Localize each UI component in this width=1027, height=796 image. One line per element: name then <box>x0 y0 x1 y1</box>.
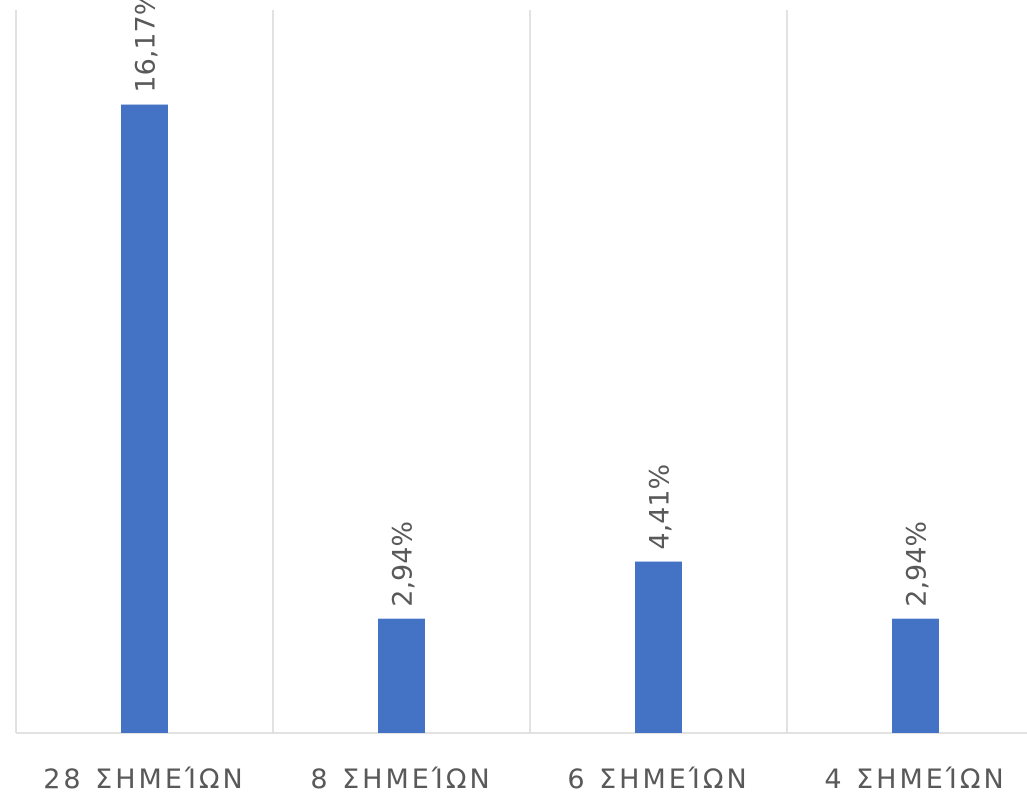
bar-0 <box>121 104 168 734</box>
data-label-0: 16,17% <box>131 0 162 93</box>
bar-1 <box>378 618 425 733</box>
data-labels: 16,17% 2,94% 4,41% 2,94% <box>131 0 933 607</box>
bar-series <box>121 104 939 734</box>
category-label-1: 8 ΣΗΜΕΊΩΝ <box>310 764 492 795</box>
data-label-3: 2,94% <box>902 521 933 607</box>
data-label-1: 2,94% <box>388 521 419 607</box>
bar-2 <box>635 561 682 733</box>
category-label-2: 6 ΣΗΜΕΊΩΝ <box>567 764 749 795</box>
category-label-3: 4 ΣΗΜΕΊΩΝ <box>824 764 1006 795</box>
category-label-0: 28 ΣΗΜΕΊΩΝ <box>43 764 246 795</box>
data-label-2: 4,41% <box>645 464 676 550</box>
category-labels: 28 ΣΗΜΕΊΩΝ 8 ΣΗΜΕΊΩΝ 6 ΣΗΜΕΊΩΝ 4 ΣΗΜΕΊΩΝ <box>43 764 1006 795</box>
category-gridlines <box>15 10 788 733</box>
bar-3 <box>892 618 939 733</box>
